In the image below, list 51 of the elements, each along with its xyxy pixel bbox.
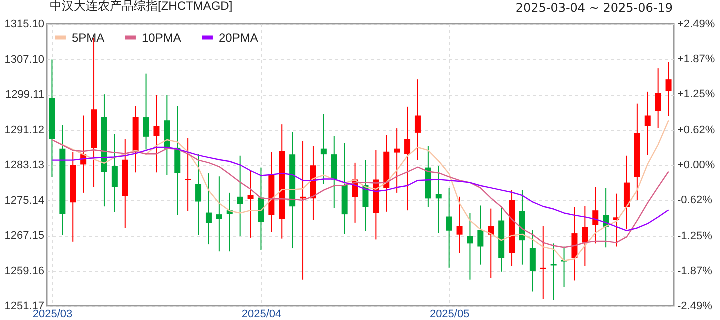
y-tick-label: 1315.10	[4, 18, 44, 30]
line-series	[52, 146, 670, 232]
y-tick-label: 1275.14	[4, 194, 44, 207]
candlestick	[446, 188, 452, 268]
y2-tick-label: +2.49%	[678, 18, 716, 30]
y-tick-label: 1283.13	[4, 160, 44, 172]
y2-tick-label: -2.49%	[678, 300, 713, 312]
candlestick	[666, 62, 672, 117]
chart-title: 中汉大连农产品综指[ZHCTMAGD]	[50, 0, 233, 13]
candlestick	[456, 196, 463, 254]
legend-label: 5PMA	[72, 30, 105, 45]
y2-tick-label: -0.62%	[678, 194, 713, 207]
candlestick	[196, 154, 202, 236]
candlestick	[436, 166, 442, 234]
candlestick	[414, 79, 421, 161]
candlestick	[655, 68, 662, 129]
y-tick-label: 1299.11	[6, 89, 44, 102]
legend-label: 20PMA	[219, 30, 258, 45]
candlestick	[540, 226, 546, 300]
candlestick	[237, 155, 244, 237]
candlestick	[112, 134, 118, 213]
candlestick	[478, 205, 484, 266]
candlestick	[216, 176, 222, 252]
y2-tick-label: +0.00%	[678, 160, 716, 172]
candlestick	[530, 230, 536, 292]
y-tick-label: 1291.12	[4, 124, 44, 136]
candlestick	[154, 94, 160, 174]
candlestick	[320, 113, 327, 185]
y2-tick-label: -1.25%	[678, 230, 713, 242]
line-series	[52, 139, 670, 248]
candlestick	[404, 106, 411, 212]
candlestick	[143, 73, 150, 150]
candlestick	[394, 128, 400, 194]
candlestick	[467, 212, 474, 280]
candlestick	[582, 206, 588, 267]
x-tick-label: 2025/05	[430, 308, 470, 320]
chart-subtitle: 2025-03-04 ~ 2025-06-19	[516, 1, 673, 15]
y2-tick-label: -1.87%	[678, 265, 713, 278]
y2-tick-label: +0.62%	[678, 124, 716, 136]
x-tick-label: 2025/03	[32, 308, 73, 320]
candlestick	[592, 186, 599, 244]
y-tick-label: 1267.15	[4, 230, 44, 242]
legend-label: 10PMA	[142, 30, 182, 45]
candlestick	[206, 173, 212, 246]
x-tick-label: 2025/04	[242, 308, 282, 320]
y-tick-label: 1259.16	[4, 265, 44, 278]
y2-tick-label: +1.87%	[678, 54, 716, 66]
y2-tick-label: +1.25%	[678, 88, 716, 101]
candlestick	[644, 91, 651, 156]
candlestick	[248, 170, 254, 238]
y-tick-label: 1307.10	[4, 54, 44, 66]
